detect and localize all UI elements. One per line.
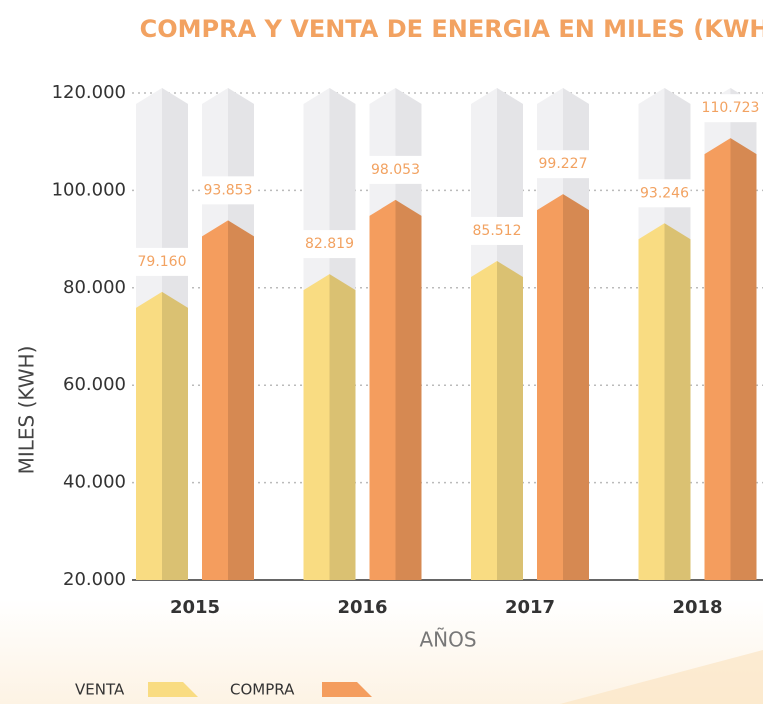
- bar-shade: [730, 138, 757, 580]
- x-tick-label: 2018: [672, 597, 722, 618]
- bar-shade: [664, 223, 691, 580]
- data-label: 93.853: [204, 182, 253, 198]
- y-tick-label: 100.000: [52, 179, 126, 200]
- legend-label: COMPRA: [230, 681, 295, 699]
- x-axis-label: AÑOS: [419, 628, 476, 652]
- legend: VENTA COMPRA: [75, 681, 372, 699]
- bar: [638, 223, 691, 580]
- label-band: [537, 150, 589, 179]
- data-label: 79.160: [138, 254, 187, 270]
- bar-shade: [563, 194, 589, 581]
- data-label: 98.053: [371, 162, 420, 178]
- x-tick-label: 2017: [505, 597, 555, 618]
- chart-title: COMPRA Y VENTA DE ENERGIA EN MILES (KWH): [140, 15, 763, 43]
- label-band: [638, 179, 691, 208]
- x-tick-label: 2015: [170, 597, 220, 618]
- data-label: 82.819: [305, 236, 354, 252]
- bar-shade: [497, 260, 523, 580]
- label-band: [136, 247, 188, 276]
- y-tick-label: 40.000: [63, 472, 126, 493]
- y-tick-label: 80.000: [63, 277, 126, 298]
- legend-swatch: [322, 682, 372, 697]
- label-band: [471, 216, 523, 245]
- bar-shade: [395, 199, 422, 580]
- bar: [303, 274, 356, 580]
- data-label: 99.227: [539, 156, 588, 172]
- y-tick-label: 120.000: [52, 82, 126, 103]
- bar: [369, 199, 422, 580]
- label-band: [369, 155, 422, 184]
- x-tick-label: 2016: [337, 597, 387, 618]
- bar: [704, 138, 757, 580]
- y-tick-label: 20.000: [63, 569, 126, 590]
- bar-shade: [329, 274, 356, 580]
- data-label: 85.512: [473, 223, 522, 239]
- label-band: [303, 230, 356, 259]
- legend-swatch: [148, 682, 198, 697]
- bar: [136, 291, 188, 580]
- data-label: 110.723: [702, 100, 760, 116]
- data-label: 93.246: [640, 185, 689, 201]
- label-band: [202, 176, 254, 205]
- y-axis-label: MILES (KWH): [15, 346, 39, 475]
- legend-label: VENTA: [75, 681, 125, 699]
- y-tick-label: 60.000: [63, 374, 126, 395]
- bar: [471, 260, 523, 580]
- bar-shade: [228, 220, 254, 581]
- bar: [202, 220, 254, 581]
- decoration: [560, 650, 763, 704]
- bar-shade: [162, 291, 188, 580]
- label-band: [704, 94, 757, 123]
- bar: [537, 194, 589, 581]
